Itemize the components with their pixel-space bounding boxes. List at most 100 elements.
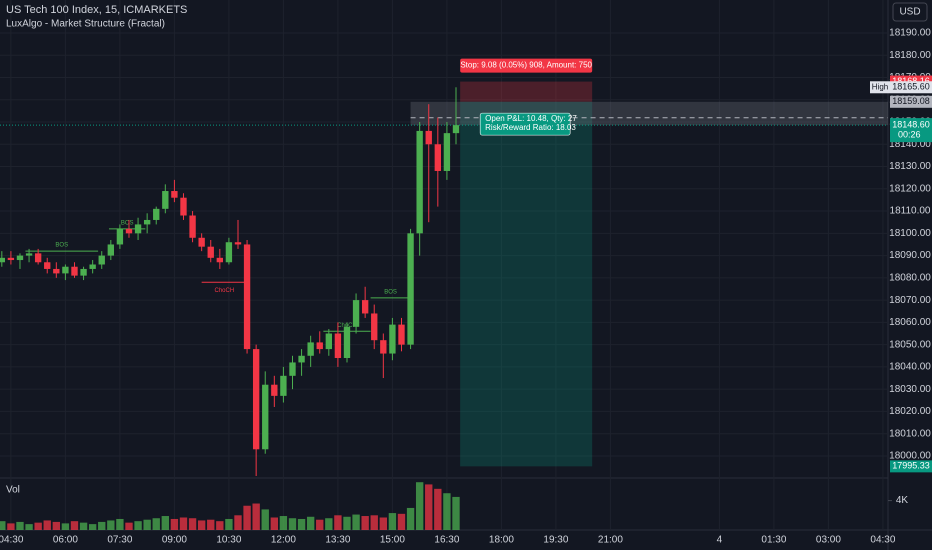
x-tick-label: 12:00	[271, 535, 296, 546]
volume-bar	[406, 507, 415, 530]
candle-body	[71, 266, 78, 276]
countdown: 00:26	[898, 129, 921, 139]
candle-body	[443, 133, 451, 171]
currency-button[interactable]	[892, 2, 928, 22]
y-tick-label: 18140.00	[889, 139, 931, 150]
candle-body	[452, 125, 460, 134]
stop-zone	[460, 81, 593, 102]
candle-body	[334, 333, 342, 358]
x-tick-label: 01:30	[761, 535, 786, 546]
candle-body	[389, 324, 396, 354]
y-tick-label: 18040.00	[889, 362, 931, 373]
volume-bar	[61, 523, 70, 530]
y-tick-label: 18070.00	[889, 295, 931, 306]
candle-body	[34, 253, 42, 263]
stop-label: Stop: 9.08 (0.05%) 908, Amount: 750	[460, 61, 592, 70]
volume-bar	[288, 518, 297, 530]
volume-bar	[70, 521, 79, 530]
last-price-tag: 18148.60	[892, 119, 930, 129]
volume-bar	[252, 503, 260, 530]
volume-bar	[361, 516, 369, 530]
entry-price-tag: 18159.08	[892, 96, 930, 106]
y-tick-label: 18110.00	[890, 206, 931, 217]
x-tick-label: 03:00	[816, 535, 841, 546]
candle-body	[44, 262, 51, 269]
x-tick-label: 04:30	[0, 535, 24, 546]
y-tick-label: 18120.00	[889, 183, 931, 194]
structure-label: BOS	[384, 289, 397, 295]
chart-title: US Tech 100 Index, 15, ICMARKETS	[6, 4, 187, 16]
volume-tick-label: 4K	[896, 495, 909, 506]
candle-body	[280, 375, 287, 396]
volume-bar	[134, 521, 142, 530]
candle-body	[425, 130, 432, 145]
target-zone	[460, 101, 593, 467]
candle-body	[262, 384, 269, 450]
volume-bar	[7, 523, 15, 530]
candle-body	[134, 224, 142, 234]
pnl-label-bg	[479, 112, 571, 136]
volume-bar	[125, 522, 133, 530]
candle-body	[416, 130, 423, 234]
high-tag-bg	[870, 81, 890, 94]
volume-bar	[0, 521, 6, 530]
y-tick-label: 18050.00	[889, 339, 931, 350]
structure-label: ChoCH	[215, 288, 235, 294]
candle-body	[89, 264, 96, 269]
volume-bar	[25, 524, 33, 530]
volume-bar	[161, 516, 169, 530]
x-tick-label: 16:30	[434, 535, 459, 546]
candle-body	[271, 384, 278, 396]
marks: BOSBOSChoCHChoCHBOS	[0, 0, 888, 530]
candle-body	[398, 324, 405, 345]
x-tick-label: 21:00	[598, 535, 623, 546]
volume-bar	[43, 520, 51, 530]
volume-bar	[207, 519, 215, 530]
y-tick-label: 18060.00	[889, 317, 931, 328]
volume-bar	[379, 517, 388, 530]
volume-bar	[152, 518, 160, 530]
y-tick-label: 18020.00	[889, 406, 931, 417]
stop-price-tag: 18168.16	[892, 76, 930, 86]
volume-bar	[188, 518, 197, 530]
candle-body	[80, 268, 87, 276]
indicator-name: LuxAlgo - Market Structure (Fractal)	[6, 19, 165, 30]
volume-bar	[143, 519, 151, 530]
candle-body	[234, 242, 242, 245]
x-tick-label: 09:00	[162, 535, 187, 546]
candle-body	[143, 219, 151, 225]
volume-bar	[388, 513, 397, 530]
candle-body	[380, 340, 387, 354]
volume-bar	[325, 518, 333, 530]
volume-bar	[234, 515, 242, 530]
volume-bar	[297, 518, 306, 530]
candle-body	[371, 313, 378, 341]
y-tick-label: 18190.00	[889, 28, 931, 39]
volume-bar	[16, 521, 24, 530]
entry-price-tag-bg	[890, 95, 932, 108]
y-tick-label: 18130.00	[889, 161, 931, 172]
y-tick-label: 18000.00	[889, 451, 931, 462]
x-tick-label: 04:30	[870, 535, 895, 546]
candle-body	[361, 300, 369, 314]
currency[interactable]: USD	[899, 7, 920, 18]
y-tick-label: 18100.00	[889, 228, 931, 239]
candle-body	[434, 144, 442, 171]
x-tick-label: 19:30	[543, 535, 568, 546]
volume-bar	[170, 518, 179, 530]
volume-bar	[270, 517, 278, 530]
candle-body	[225, 242, 233, 263]
volume-bar	[116, 518, 124, 530]
volume-bar	[316, 519, 324, 530]
candle-body	[107, 244, 114, 256]
candle-body	[198, 237, 205, 247]
candle-body	[243, 244, 251, 350]
candle-body	[62, 266, 69, 274]
x-tick-label: 10:30	[216, 535, 241, 546]
pnl-label: Open P&L: 10.48, Qty: 27	[485, 114, 577, 123]
candle-body	[16, 255, 24, 261]
candle-body	[216, 257, 223, 263]
volume-bar	[261, 509, 269, 530]
volume-bar	[334, 515, 342, 530]
